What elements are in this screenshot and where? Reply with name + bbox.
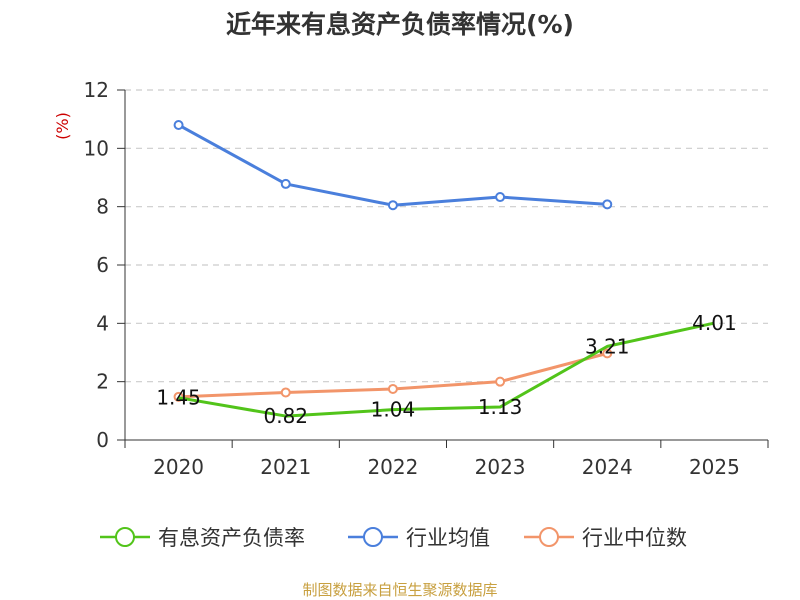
- source-note: 制图数据来自恒生聚源数据库: [302, 581, 497, 599]
- series-line: [177, 123, 608, 207]
- series-line: [178, 321, 715, 418]
- legend-marker-icon: [539, 527, 559, 547]
- series-point: [280, 387, 291, 398]
- data-labels: 1.45 0.82 1.04 1.13 3.21 4.01: [156, 311, 736, 428]
- data-label: 1.04: [371, 398, 416, 422]
- x-tick-label: 2020: [153, 455, 204, 479]
- series-point: [387, 383, 398, 394]
- legend-marker-icon: [363, 527, 383, 547]
- series-point: [602, 199, 613, 210]
- data-label: 4.01: [692, 311, 737, 335]
- y-tick-label: 6: [96, 253, 109, 277]
- y-axis-unit-label: (%): [53, 112, 72, 140]
- axes: 0 2 4 6 8 10 12 2020 2021 2022 2023 2024 2025: [84, 78, 769, 479]
- x-tick-label: 2024: [582, 455, 633, 479]
- data-label: 3.21: [585, 334, 630, 358]
- legend[interactable]: 有息资产负债率 行业均值 行业中位数: [100, 526, 687, 550]
- legend-label: 行业中位数: [582, 526, 687, 550]
- legend-item[interactable]: 行业中位数: [524, 526, 687, 550]
- series-point: [495, 192, 506, 203]
- series-lines: [173, 120, 715, 418]
- y-tick-label: 4: [96, 311, 109, 335]
- series-point: [387, 200, 398, 211]
- legend-item[interactable]: 有息资产负债率: [100, 526, 305, 550]
- y-tick-label: 12: [84, 78, 109, 102]
- legend-item[interactable]: 行业均值: [348, 526, 490, 550]
- x-tick-label: 2023: [475, 455, 526, 479]
- x-tick-label: 2021: [260, 455, 311, 479]
- data-label: 1.13: [478, 395, 523, 419]
- y-tick-label: 8: [96, 195, 109, 219]
- series-point: [280, 178, 291, 189]
- legend-marker-icon: [115, 527, 135, 547]
- grid-lines: [125, 89, 768, 383]
- x-tick-label: 2022: [367, 455, 418, 479]
- chart-title: 近年来有息资产负债率情况(%): [226, 10, 574, 39]
- y-tick-label: 2: [96, 370, 109, 394]
- legend-label: 行业均值: [406, 526, 490, 550]
- data-label: 0.82: [263, 404, 308, 428]
- series-point: [173, 120, 184, 130]
- x-tick-label: 2025: [689, 455, 740, 479]
- data-label: 1.45: [156, 386, 201, 410]
- series-point: [495, 376, 506, 387]
- y-tick-label: 10: [84, 136, 109, 160]
- series-point: [602, 348, 613, 359]
- y-tick-label: 0: [96, 428, 109, 452]
- legend-label: 有息资产负债率: [158, 526, 305, 550]
